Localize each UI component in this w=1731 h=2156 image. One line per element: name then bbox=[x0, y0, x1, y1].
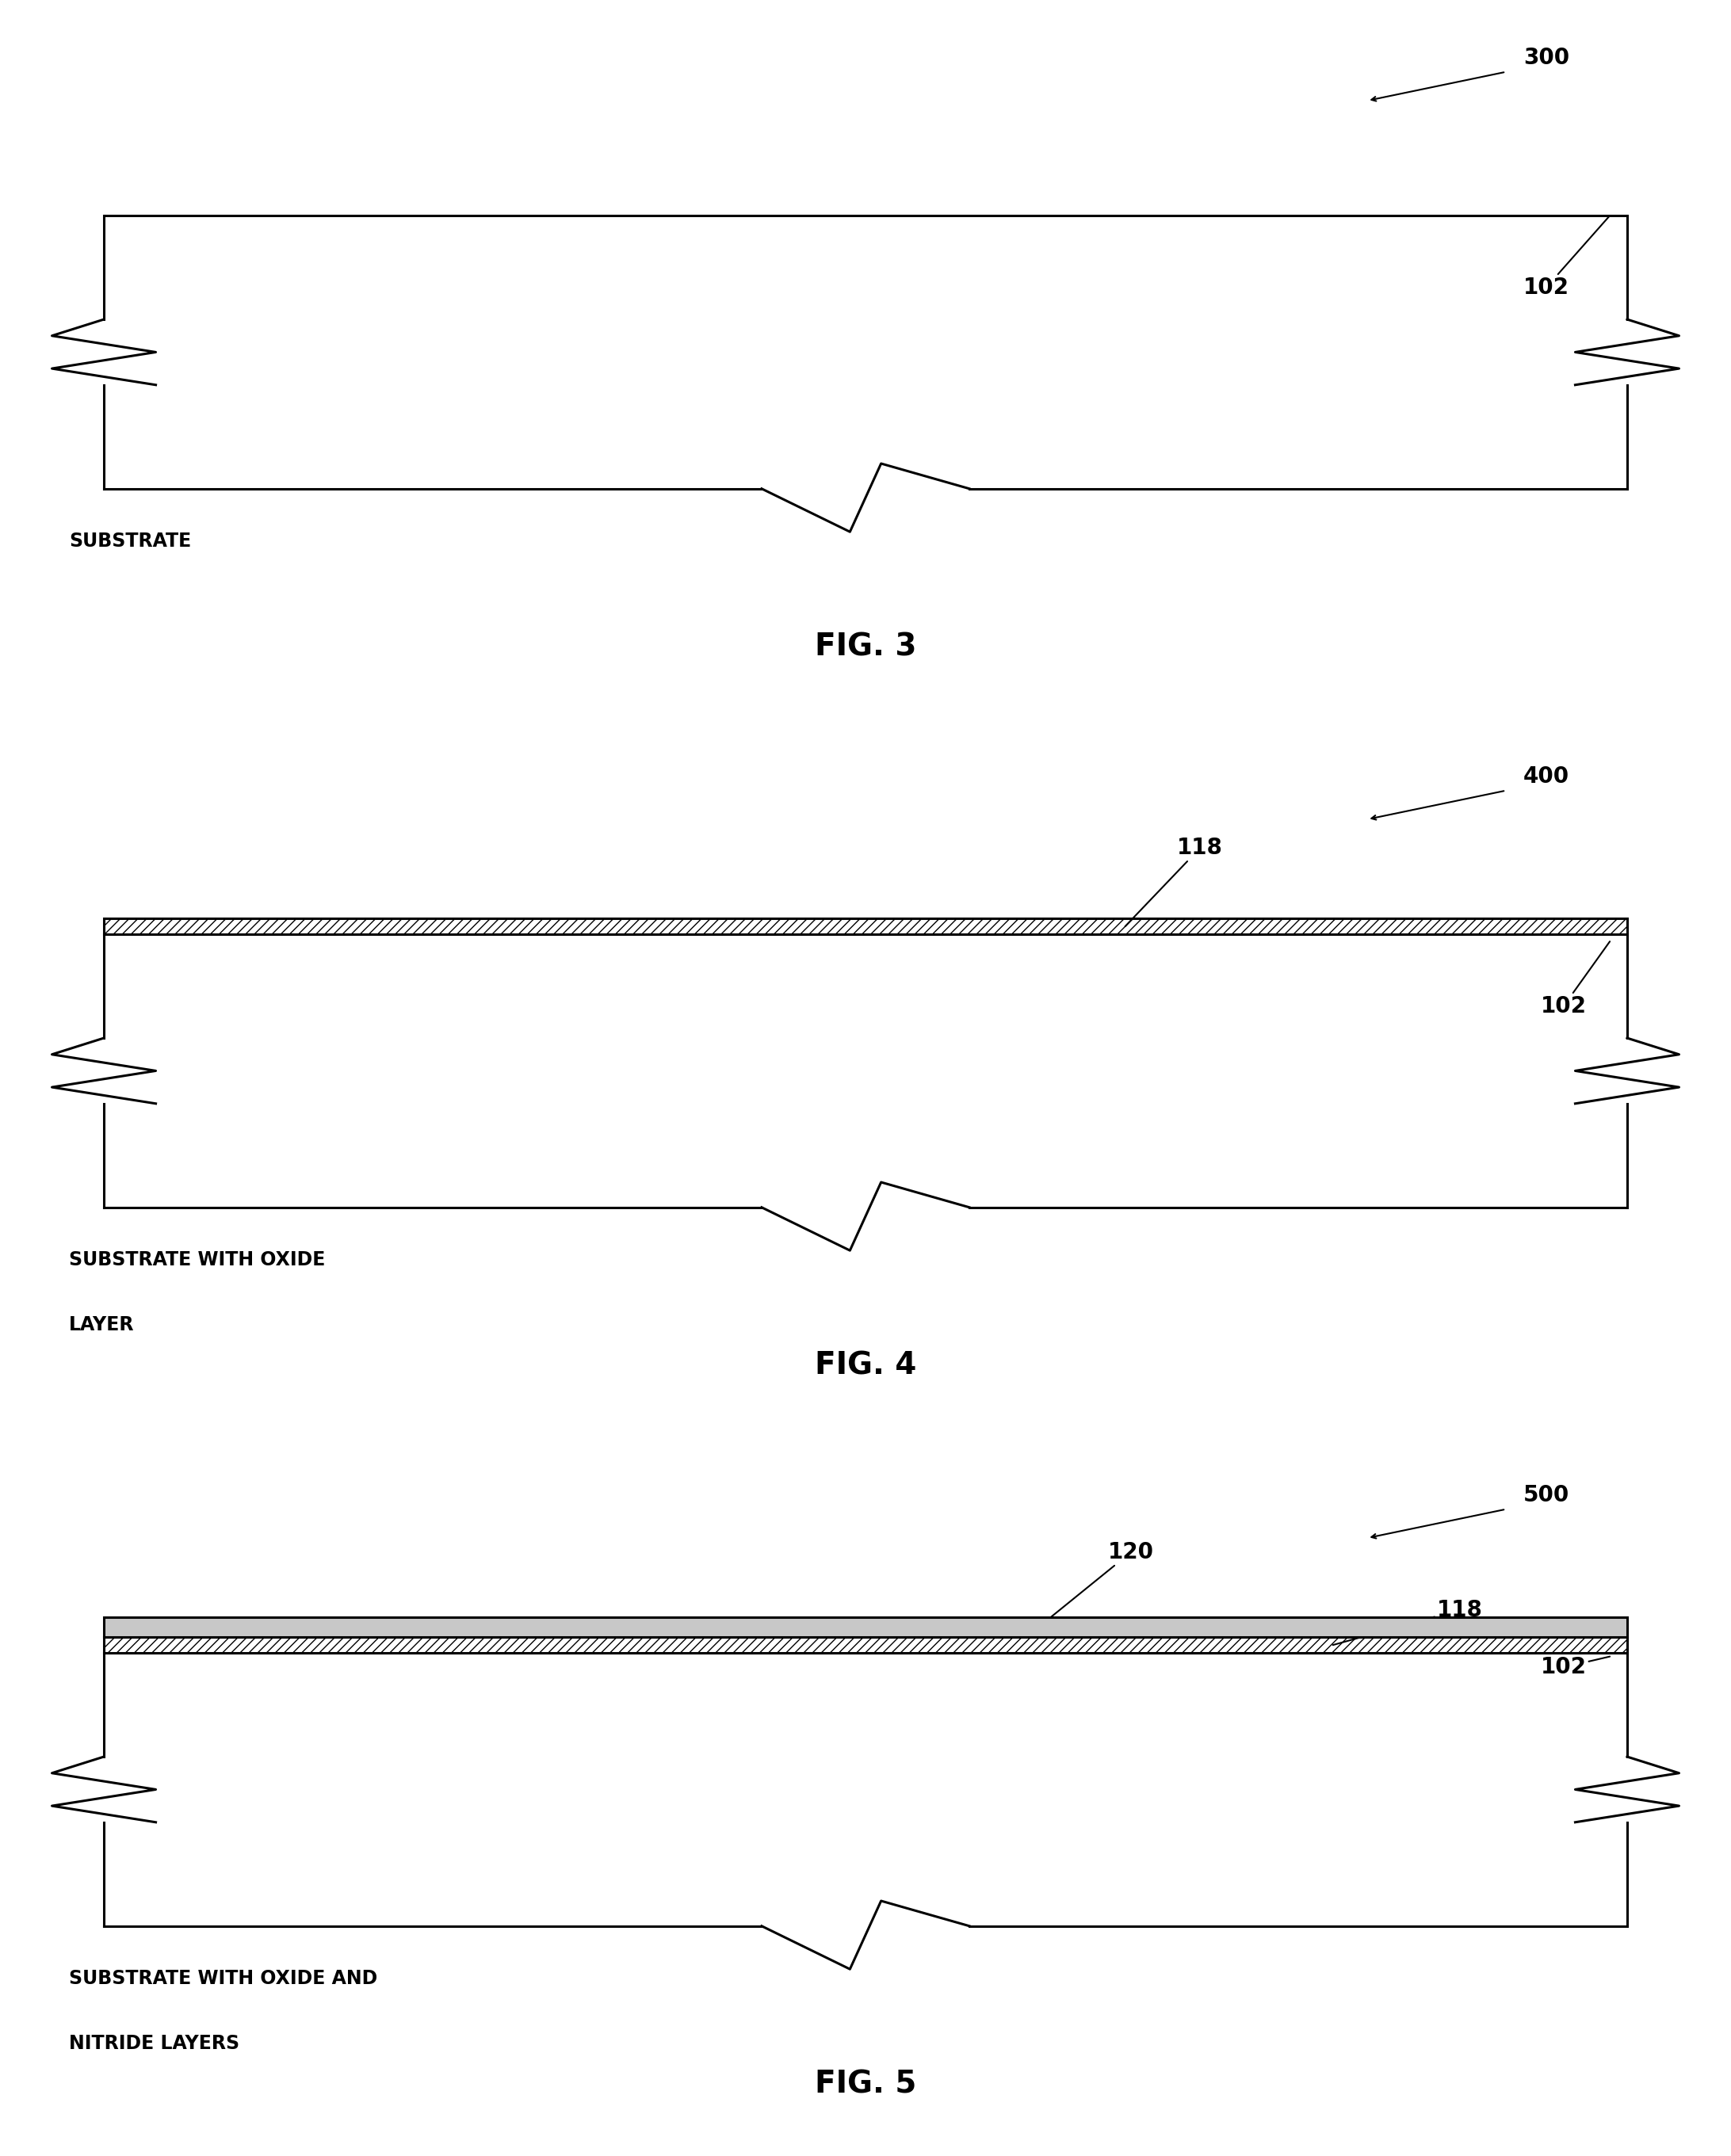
Text: FIG. 4: FIG. 4 bbox=[815, 1350, 916, 1380]
Text: 400: 400 bbox=[1523, 765, 1570, 787]
Bar bbox=[104, 918, 1627, 934]
Bar bbox=[104, 1617, 1627, 1636]
Text: 102: 102 bbox=[1541, 942, 1610, 1018]
Text: SUBSTRATE WITH OXIDE: SUBSTRATE WITH OXIDE bbox=[69, 1250, 325, 1270]
Text: LAYER: LAYER bbox=[69, 1315, 135, 1335]
Text: 102: 102 bbox=[1541, 1656, 1610, 1677]
Bar bbox=[104, 1636, 1627, 1654]
Text: 300: 300 bbox=[1523, 47, 1570, 69]
Text: SUBSTRATE: SUBSTRATE bbox=[69, 533, 192, 550]
Text: FIG. 5: FIG. 5 bbox=[815, 2070, 916, 2100]
Text: 118: 118 bbox=[1333, 1600, 1482, 1645]
Text: 120: 120 bbox=[1039, 1542, 1155, 1628]
Text: 500: 500 bbox=[1523, 1483, 1570, 1505]
Text: 118: 118 bbox=[1125, 837, 1222, 927]
Text: FIG. 3: FIG. 3 bbox=[815, 632, 916, 662]
Text: 102: 102 bbox=[1523, 216, 1610, 298]
Text: NITRIDE LAYERS: NITRIDE LAYERS bbox=[69, 2033, 241, 2053]
Text: SUBSTRATE WITH OXIDE AND: SUBSTRATE WITH OXIDE AND bbox=[69, 1968, 377, 1988]
